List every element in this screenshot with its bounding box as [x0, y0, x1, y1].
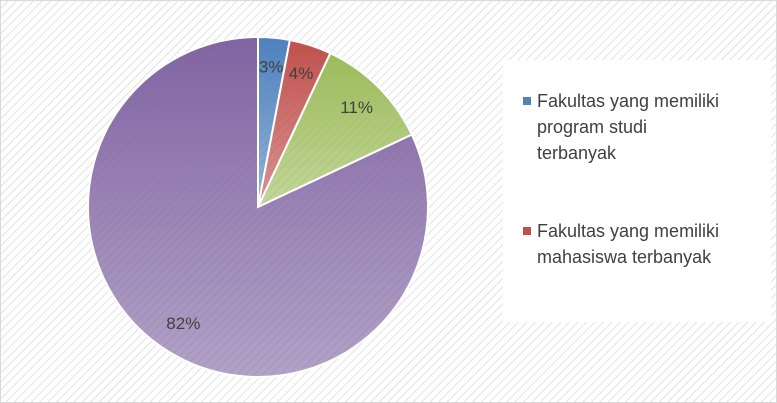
- data-label: 4%: [289, 64, 314, 83]
- legend-entry: Fakultas yang memiliki mahasiswa terbany…: [523, 218, 725, 270]
- legend-entry: Fakultas yang memiliki program studi ter…: [523, 88, 725, 166]
- legend-label: Fakultas yang memiliki program studi ter…: [537, 91, 720, 163]
- pie-slice: [87, 35, 429, 378]
- data-label: 11%: [340, 98, 373, 117]
- legend-swatch: [523, 97, 531, 105]
- legend-label: Fakultas yang memiliki mahasiswa terbany…: [537, 221, 720, 267]
- data-label: 3%: [259, 58, 284, 77]
- data-label: 82%: [166, 314, 200, 333]
- legend: Fakultas yang memiliki program studi ter…: [503, 60, 771, 322]
- legend-swatch: [523, 227, 531, 235]
- pie-slice: [255, 51, 414, 210]
